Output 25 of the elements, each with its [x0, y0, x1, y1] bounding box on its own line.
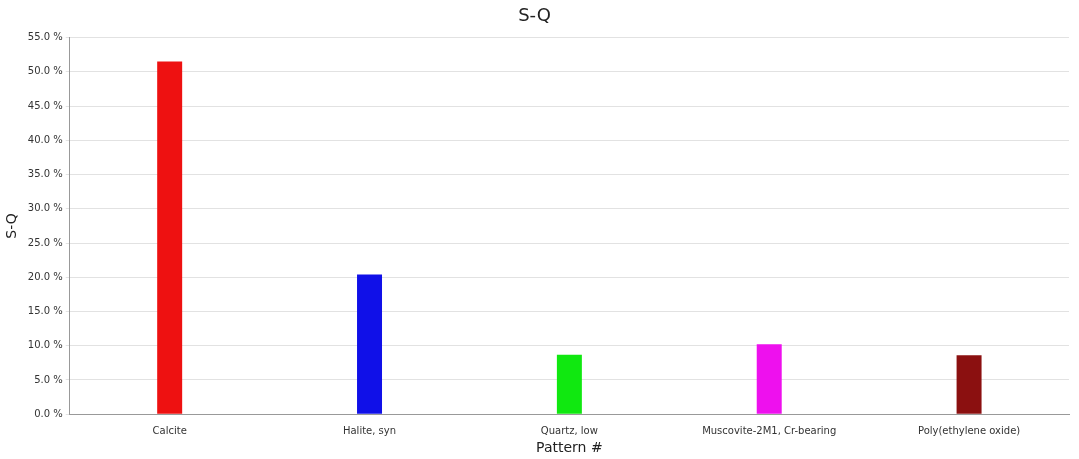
bar [157, 61, 183, 414]
y-tick-label: 55.0 % [27, 31, 63, 43]
x-tick-label: Muscovite-2M1, Cr-bearing [702, 424, 837, 436]
y-tick-label: 10.0 % [27, 339, 63, 351]
y-tick-label: 25.0 % [27, 236, 63, 248]
x-axis-title: Pattern # [536, 439, 603, 456]
bar [956, 355, 982, 414]
x-tick-label: Quartz, low [540, 424, 598, 436]
y-tick-label: 5.0 % [34, 373, 63, 385]
bar [756, 344, 782, 414]
bar [556, 354, 582, 414]
y-tick-label: 40.0 % [27, 133, 63, 145]
y-tick-label: 0.0 % [34, 407, 63, 419]
y-axis-title: S-Q [3, 213, 20, 239]
y-tick-label: 20.0 % [27, 270, 63, 282]
x-tick-label: Poly(ethylene oxide) [917, 424, 1021, 436]
bar [357, 274, 383, 414]
y-tick-label: 30.0 % [27, 202, 63, 214]
y-tick-label: 35.0 % [27, 168, 63, 180]
x-tick-label: Halite, syn [342, 424, 397, 436]
y-tick-label: 45.0 % [27, 99, 63, 111]
x-tick-label: Calcite [152, 424, 187, 436]
y-tick-label: 50.0 % [27, 65, 63, 77]
chart-title: S-Q [518, 4, 551, 26]
y-tick-label: 15.0 % [27, 305, 63, 317]
